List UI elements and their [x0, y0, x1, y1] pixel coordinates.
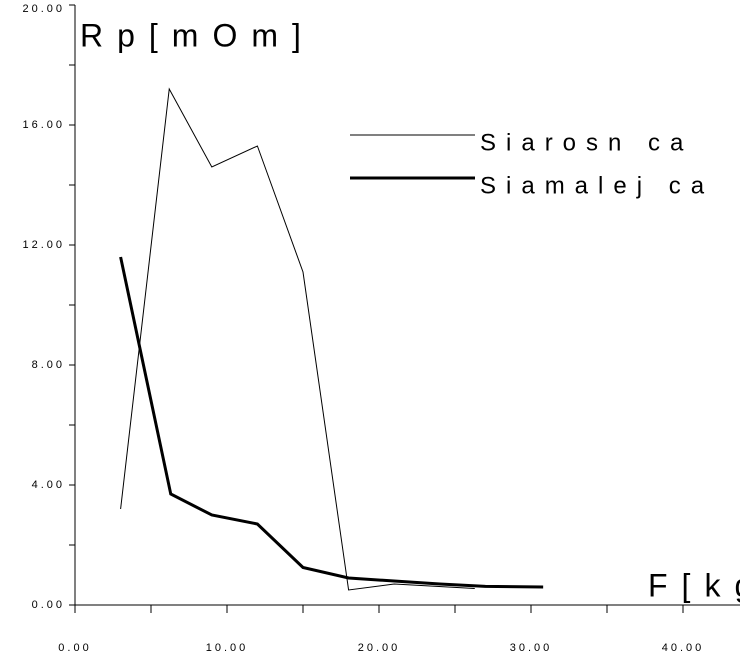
x-tick-label: 40.00: [662, 642, 705, 654]
y-tick-label: 0.00: [32, 599, 65, 611]
x-tick-label: 10.00: [206, 642, 249, 654]
x-tick-label: 30.00: [510, 642, 553, 654]
x-tick-label: 0.00: [58, 642, 91, 654]
y-tick-label: 16.00: [22, 119, 65, 131]
y-axis-title: Rp[mOm]: [80, 17, 315, 53]
y-tick-label: 8.00: [32, 359, 65, 371]
legend-label: Siamalej ca: [480, 172, 714, 199]
y-tick-label: 12.00: [22, 239, 65, 251]
x-axis-title: F[kg]: [648, 567, 740, 603]
y-tick-label: 4.00: [32, 479, 65, 491]
series-line: [120, 87, 475, 591]
x-tick-label: 20.00: [358, 642, 401, 654]
series-line: [119, 256, 544, 589]
y-tick-label: 20.00: [22, 3, 65, 15]
legend-label: Siarosn ca: [480, 129, 693, 156]
